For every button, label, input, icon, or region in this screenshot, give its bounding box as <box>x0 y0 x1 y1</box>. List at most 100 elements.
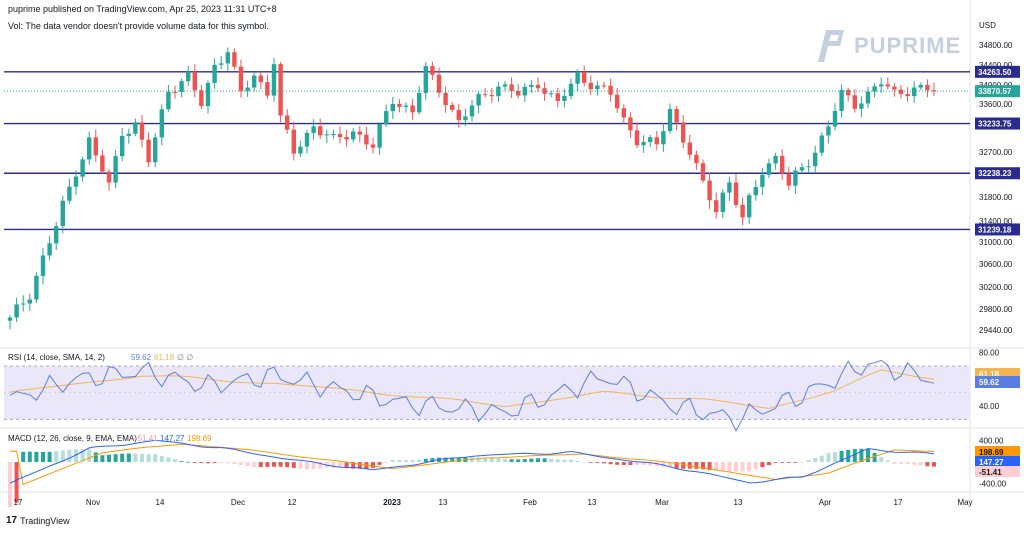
candle-body <box>238 66 244 92</box>
time-axis-label: 13 <box>734 498 743 507</box>
candle-body <box>846 89 851 96</box>
macd-histogram-bar <box>450 457 455 463</box>
candle-body <box>483 94 488 96</box>
price-level-label: 32238.23 <box>978 169 1012 178</box>
macd-histogram-bar <box>351 462 356 469</box>
macd-histogram-bar <box>291 462 296 468</box>
time-axis-label: May <box>957 498 972 507</box>
macd-histogram-bar <box>925 462 930 467</box>
time-axis-label: 13 <box>588 498 597 507</box>
volume-notice: Vol: The data vendor doesn't provide vol… <box>8 21 269 31</box>
macd-histogram-bar <box>747 462 752 472</box>
candle-body <box>344 137 349 140</box>
macd-histogram-bar <box>100 455 105 463</box>
candle-body <box>456 109 461 121</box>
macd-histogram-bar <box>404 460 408 463</box>
macd-histogram-bar <box>522 459 527 463</box>
logo-text: PUPRIME <box>854 33 962 58</box>
price-level-tag <box>975 65 1020 78</box>
macd-histogram-bar <box>430 458 435 463</box>
macd-histogram-bar <box>800 462 804 463</box>
macd-histogram-bar <box>707 462 712 471</box>
candle-body <box>509 84 514 91</box>
macd-histogram-bar <box>120 453 125 463</box>
price-level-tag <box>975 223 1020 236</box>
candle-body <box>733 182 739 205</box>
candle-body <box>819 135 824 153</box>
macd-histogram-bar <box>272 462 276 467</box>
candle-body <box>681 122 686 143</box>
candle-body <box>80 159 85 177</box>
candle-body <box>826 126 831 136</box>
macd-histogram-bar <box>265 462 270 467</box>
candle-body <box>925 84 930 91</box>
candle-body <box>628 117 633 131</box>
candle-body <box>535 84 541 89</box>
price-tick-label: 32700.00 <box>979 148 1013 157</box>
macd-histogram-bar <box>67 449 72 463</box>
macd-value-tag-label: -51.41 <box>979 468 1002 477</box>
candle-body <box>232 52 237 67</box>
candle-body <box>661 131 666 145</box>
macd-histogram-bar <box>872 452 877 463</box>
time-axis-label: Dec <box>231 498 245 507</box>
macd-histogram-bar <box>357 462 362 469</box>
candle-body <box>727 182 732 193</box>
macd-histogram-bar <box>199 462 204 464</box>
candle-body <box>370 144 376 148</box>
macd-histogram-bar <box>549 458 554 463</box>
price-tick-label: 30200.00 <box>979 283 1013 292</box>
macd-histogram-bar <box>126 453 131 463</box>
macd-histogram-bar <box>219 462 224 463</box>
price-level-tag <box>975 117 1020 130</box>
price-level-label: 34263.50 <box>978 68 1012 77</box>
macd-histogram-bar <box>635 462 639 465</box>
macd-histogram-bar <box>912 462 917 465</box>
current-price-tag <box>975 85 1020 98</box>
candle-body <box>562 95 567 101</box>
macd-tick-label: 400.00 <box>979 437 1004 446</box>
macd-histogram-bar <box>41 451 45 463</box>
macd-histogram-bar <box>773 462 778 463</box>
macd-value-tag <box>975 446 1020 457</box>
candle-body <box>192 71 197 91</box>
macd-histogram-bar <box>140 453 144 463</box>
price-tick-label: 31000.00 <box>979 238 1013 247</box>
macd-histogram-bar <box>298 462 303 469</box>
macd-histogram-bar <box>899 462 903 464</box>
macd-histogram-bar <box>311 462 316 470</box>
rsi-value-tag <box>975 376 1020 388</box>
macd-histogram-bar <box>417 459 422 463</box>
candle-body <box>450 104 455 110</box>
macd-histogram-bar <box>443 457 448 463</box>
candle-body <box>720 192 725 213</box>
macd-histogram-bar <box>206 462 210 464</box>
candle-body <box>879 84 884 87</box>
price-tick-label: 31800.00 <box>979 193 1013 202</box>
candle-body <box>390 103 395 112</box>
macd-value-tag <box>975 456 1020 467</box>
macd-histogram-bar <box>384 462 389 463</box>
candle-body <box>852 95 857 109</box>
price-tick-label: 31400.00 <box>979 217 1013 226</box>
candle-body <box>773 155 778 164</box>
candle-body <box>549 93 554 95</box>
macd-legend-value: 198.69 <box>187 434 212 443</box>
macd-histogram-bar <box>377 462 382 465</box>
macd-histogram-bar <box>344 462 349 469</box>
macd-histogram-bar <box>575 460 580 463</box>
candle-body <box>60 200 65 227</box>
time-axis-label: 17 <box>894 498 903 507</box>
macd-histogram-bar <box>582 462 587 463</box>
macd-value-tag-label: 147.27 <box>979 458 1004 467</box>
tradingview-footer[interactable]: 17 TradingView <box>6 515 70 526</box>
macd-histogram-bar <box>648 462 653 466</box>
macd-histogram-bar <box>892 462 897 464</box>
macd-histogram-bar <box>588 462 593 463</box>
candle-body <box>324 134 329 136</box>
macd-histogram-bar <box>740 462 745 472</box>
candle-body <box>529 84 534 87</box>
macd-histogram-bar <box>786 462 791 463</box>
time-axis-label: 2023 <box>383 498 401 507</box>
